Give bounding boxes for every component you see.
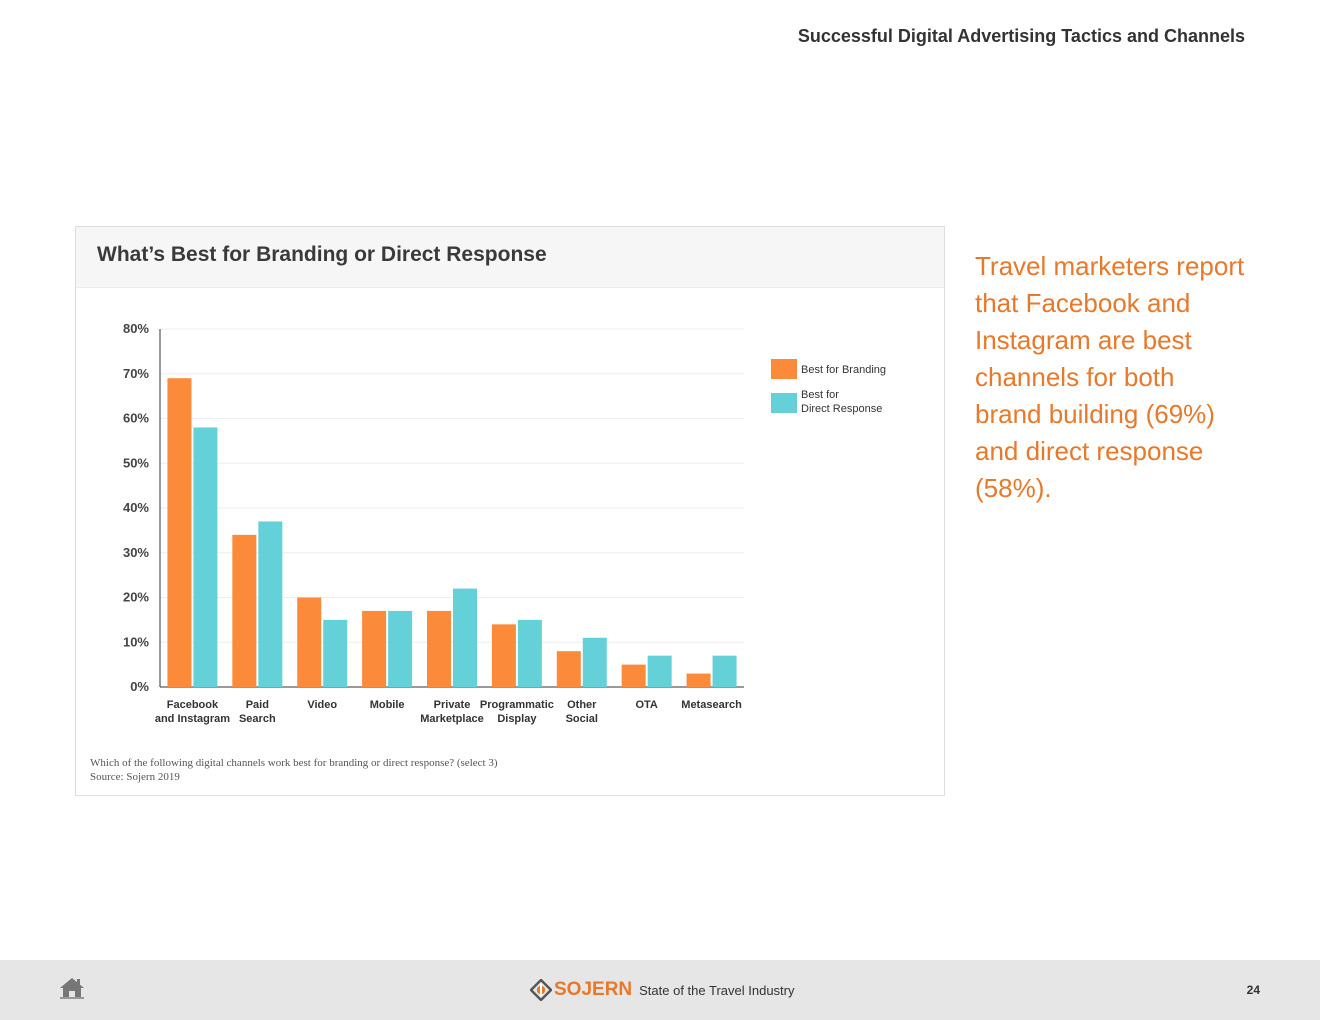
bar-branding — [362, 610, 387, 687]
bar-direct-response — [388, 610, 413, 687]
x-tick-label: Marketplace — [420, 713, 484, 725]
brand-tagline: State of the Travel Industry — [639, 982, 795, 998]
x-tick-label: Facebook — [167, 699, 219, 711]
survey-question: Which of the following digital channels … — [90, 757, 498, 769]
y-tick-label: 60% — [123, 411, 149, 426]
bar-chart: 0% 10% 20% 30% 40% 50% 60% 70% 80% Facebook and In… — [123, 321, 886, 725]
y-tick-label: 80% — [123, 321, 149, 336]
footer: SOJERN State of the Travel Industry 24 — [0, 960, 1320, 1020]
chart-note: Which of the following digital channels … — [90, 756, 497, 784]
y-tick-label: 10% — [123, 634, 149, 649]
bar-branding — [686, 673, 711, 687]
page-number: 24 — [1246, 983, 1260, 997]
y-tick-label: 20% — [123, 590, 149, 605]
bar-branding — [556, 651, 581, 687]
y-tick-label: 70% — [123, 366, 149, 381]
chart-title: What’s Best for Branding or Direct Respo… — [97, 243, 547, 266]
chart-header: What’s Best for Branding or Direct Respo… — [76, 227, 944, 288]
bar-branding — [297, 597, 322, 687]
x-tick-label: Video — [307, 699, 337, 711]
x-tick-label: Metasearch — [681, 699, 742, 711]
page-title: Successful Digital Advertising Tactics a… — [797, 26, 1245, 46]
legend-swatch-branding — [771, 359, 797, 379]
x-tick-label: Social — [566, 713, 598, 725]
x-tick-label: Programmatic — [480, 699, 554, 711]
x-tick-label: Other — [567, 699, 597, 711]
brand-name: SOJERN — [554, 979, 633, 1000]
x-tick-label: Paid — [246, 699, 269, 711]
bar-direct-response — [453, 588, 477, 687]
bar-direct-response — [647, 655, 672, 687]
x-tick-label: and Instagram — [155, 713, 230, 725]
sojern-logo-icon — [530, 979, 552, 1001]
legend-label-direct-response: Best for — [801, 389, 839, 401]
chart-source: Source: Sojern 2019 — [90, 771, 180, 783]
y-tick-label: 50% — [123, 455, 149, 470]
bar-branding — [491, 624, 516, 687]
bar-branding — [232, 534, 257, 687]
y-tick-label: 40% — [123, 500, 149, 515]
bar-direct-response — [193, 427, 218, 687]
legend-swatch-direct-response — [771, 393, 797, 413]
bar-branding — [167, 378, 192, 687]
bar-branding — [427, 610, 451, 687]
bar-branding — [621, 664, 646, 687]
y-tick-label: 30% — [123, 545, 149, 560]
bar-direct-response — [712, 655, 737, 687]
brand: SOJERN State of the Travel Industry — [530, 978, 795, 1002]
x-tick-label: OTA — [635, 699, 657, 711]
legend-label-branding: Best for Branding — [801, 364, 886, 376]
bar-direct-response — [517, 619, 542, 687]
x-tick-label: Search — [239, 713, 276, 725]
legend-label-direct-response: Direct Response — [801, 403, 882, 415]
callout-text: Travel marketers report that Facebook an… — [975, 251, 1245, 503]
x-tick-label: Private — [434, 699, 471, 711]
bar-direct-response — [582, 637, 607, 687]
x-tick-label: Mobile — [370, 699, 405, 711]
y-tick-label: 0% — [130, 679, 149, 694]
bar-direct-response — [258, 521, 283, 687]
home-icon[interactable] — [59, 976, 85, 1000]
bar-direct-response — [323, 619, 348, 687]
x-tick-label: Display — [497, 713, 537, 725]
chart-card: What’s Best for Branding or Direct Respo… — [75, 226, 945, 796]
